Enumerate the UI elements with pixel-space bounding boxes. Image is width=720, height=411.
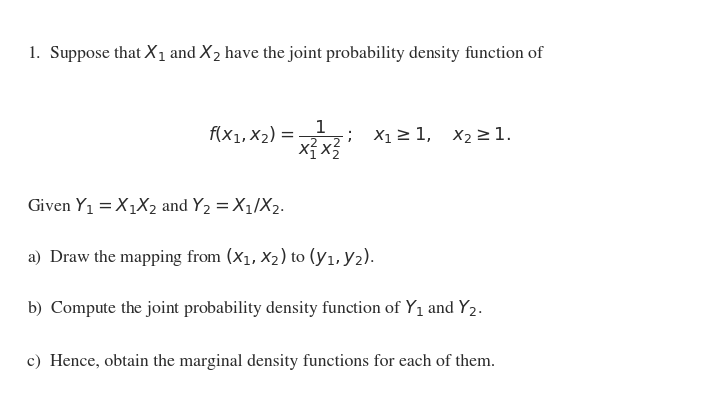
Text: b)  Compute the joint probability density function of $Y_1$ and $Y_2$.: b) Compute the joint probability density… xyxy=(27,298,483,319)
Text: Given $Y_1 = X_1 X_2$ and $Y_2 = X_1/X_2$.: Given $Y_1 = X_1 X_2$ and $Y_2 = X_1/X_2… xyxy=(27,196,285,215)
Text: $f(x_1, x_2) = \dfrac{1}{x_1^{2}\, x_2^{2}}\,;\quad x_1 \geq 1, \quad x_2 \geq 1: $f(x_1, x_2) = \dfrac{1}{x_1^{2}\, x_2^{… xyxy=(208,118,512,162)
Text: c)  Hence, obtain the marginal density functions for each of them.: c) Hence, obtain the marginal density fu… xyxy=(27,353,495,370)
Text: a)  Draw the mapping from $(x_1, x_2)$ to $(y_1, y_2)$.: a) Draw the mapping from $(x_1, x_2)$ to… xyxy=(27,246,375,268)
Text: 1.  Suppose that $X_1$ and $X_2$ have the joint probability density function of: 1. Suppose that $X_1$ and $X_2$ have the… xyxy=(27,43,546,64)
